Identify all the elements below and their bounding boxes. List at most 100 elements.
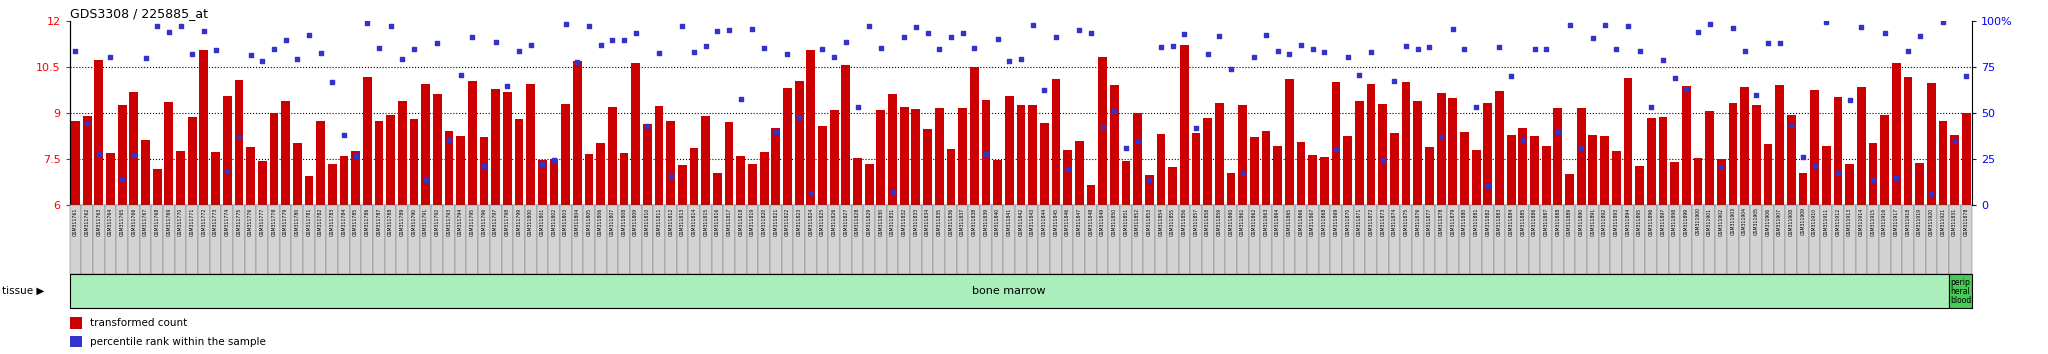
Point xyxy=(1845,24,1878,30)
Text: GSM311900: GSM311900 xyxy=(1696,207,1700,235)
Text: GSM311835: GSM311835 xyxy=(936,207,942,235)
Point xyxy=(1612,23,1645,29)
Bar xyxy=(129,92,137,205)
Text: GSM311913: GSM311913 xyxy=(1847,207,1851,235)
Text: GSM311907: GSM311907 xyxy=(1778,207,1782,235)
Bar xyxy=(1903,205,1915,274)
Bar xyxy=(1237,205,1249,274)
Bar xyxy=(373,205,385,274)
Bar xyxy=(537,205,549,274)
Bar xyxy=(1343,136,1352,205)
Bar xyxy=(1726,205,1739,274)
Bar xyxy=(152,205,164,274)
Point xyxy=(1192,51,1225,57)
Text: GSM311773: GSM311773 xyxy=(213,207,217,236)
Bar xyxy=(1880,115,1888,205)
Text: GSM311819: GSM311819 xyxy=(750,207,756,236)
Bar xyxy=(442,205,455,274)
Bar xyxy=(1704,205,1716,274)
Point xyxy=(1274,51,1307,57)
Point xyxy=(1729,48,1761,54)
Text: GSM311834: GSM311834 xyxy=(926,207,930,235)
Bar xyxy=(236,80,244,205)
Bar xyxy=(1227,173,1235,205)
Text: GSM311767: GSM311767 xyxy=(143,207,147,236)
Bar xyxy=(1425,147,1434,205)
Bar xyxy=(328,164,336,205)
Point xyxy=(1624,48,1657,54)
Text: GSM311891: GSM311891 xyxy=(1591,207,1595,236)
Point xyxy=(1391,44,1423,49)
Bar xyxy=(655,106,664,205)
Point xyxy=(924,46,956,52)
Bar xyxy=(956,205,969,274)
Text: GSM311799: GSM311799 xyxy=(516,207,522,235)
Bar xyxy=(1167,167,1178,205)
Text: GSM311779: GSM311779 xyxy=(283,207,289,236)
Bar xyxy=(1296,142,1305,205)
Text: GSM311910: GSM311910 xyxy=(1812,207,1817,235)
Bar xyxy=(1087,185,1096,205)
Point xyxy=(842,104,874,109)
Bar xyxy=(281,101,291,205)
Point xyxy=(584,42,616,48)
Bar xyxy=(1612,150,1620,205)
Bar xyxy=(1098,57,1108,205)
Bar xyxy=(1716,205,1726,274)
Point xyxy=(725,96,758,102)
Bar xyxy=(1214,103,1225,205)
Text: GSM311771: GSM311771 xyxy=(190,207,195,236)
Bar xyxy=(70,205,82,274)
Point xyxy=(1180,125,1212,131)
Point xyxy=(782,115,815,121)
Point xyxy=(467,163,500,169)
Bar xyxy=(106,153,115,205)
Point xyxy=(514,42,547,47)
Bar xyxy=(176,151,184,205)
Text: GSM311844: GSM311844 xyxy=(1042,207,1047,235)
Bar xyxy=(455,205,467,274)
Bar xyxy=(760,152,768,205)
Text: GSM311881: GSM311881 xyxy=(1475,207,1479,236)
Bar xyxy=(711,205,723,274)
Text: GSM311912: GSM311912 xyxy=(1835,207,1841,236)
Point xyxy=(1669,86,1702,92)
Text: GSM311805: GSM311805 xyxy=(586,207,592,235)
Bar xyxy=(270,113,279,205)
Bar xyxy=(1483,103,1493,205)
Text: GSM311810: GSM311810 xyxy=(645,207,649,236)
Bar xyxy=(1855,205,1868,274)
Bar xyxy=(1507,135,1516,205)
Text: GSM311809: GSM311809 xyxy=(633,207,639,235)
Bar xyxy=(1319,205,1331,274)
Point xyxy=(1518,47,1550,52)
Point xyxy=(1051,166,1083,171)
Text: GSM311816: GSM311816 xyxy=(715,207,721,236)
Bar xyxy=(1495,91,1503,205)
Bar xyxy=(397,205,408,274)
Bar xyxy=(1354,205,1366,274)
Text: GSM311766: GSM311766 xyxy=(131,207,137,236)
Point xyxy=(1903,33,1935,39)
Text: GSM311820: GSM311820 xyxy=(762,207,766,236)
Text: GSM311856: GSM311856 xyxy=(1182,207,1188,236)
Bar xyxy=(209,205,221,274)
Bar xyxy=(188,118,197,205)
Text: GSM311886: GSM311886 xyxy=(1532,207,1536,236)
Bar xyxy=(1438,93,1446,205)
Text: GSM311768: GSM311768 xyxy=(156,207,160,236)
Bar xyxy=(1671,162,1679,205)
Bar xyxy=(1542,147,1550,205)
Point xyxy=(444,72,477,78)
Text: GSM311814: GSM311814 xyxy=(692,207,696,236)
Bar xyxy=(981,205,991,274)
Bar xyxy=(793,205,805,274)
Text: GSM311836: GSM311836 xyxy=(948,207,954,236)
Text: GSM311855: GSM311855 xyxy=(1169,207,1176,235)
Bar xyxy=(1776,85,1784,205)
Bar xyxy=(1763,144,1772,205)
Bar xyxy=(1821,205,1833,274)
Text: GSM311827: GSM311827 xyxy=(844,207,848,236)
Bar xyxy=(596,143,604,205)
Bar xyxy=(842,65,850,205)
